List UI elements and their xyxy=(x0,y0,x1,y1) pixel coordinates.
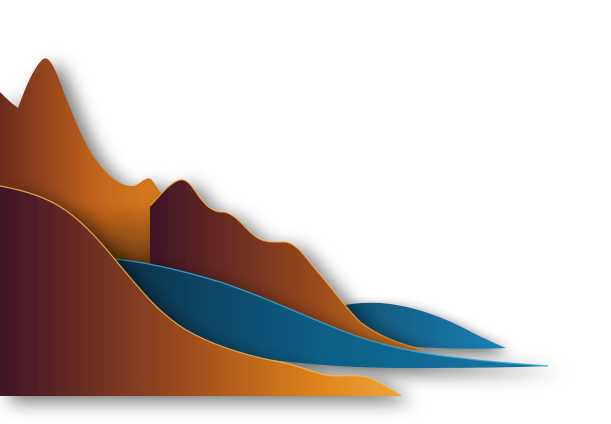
water-layer xyxy=(99,257,549,368)
front-hill-layer xyxy=(0,185,403,397)
